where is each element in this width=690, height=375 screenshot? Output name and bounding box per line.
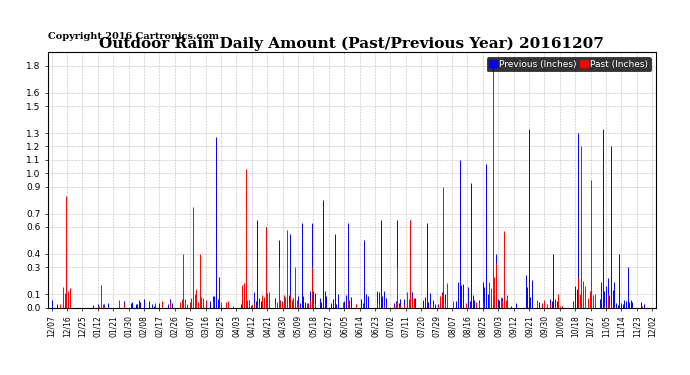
- Text: Copyright 2016 Cartronics.com: Copyright 2016 Cartronics.com: [48, 32, 219, 41]
- Title: Outdoor Rain Daily Amount (Past/Previous Year) 20161207: Outdoor Rain Daily Amount (Past/Previous…: [99, 37, 604, 51]
- Legend: Previous (Inches), Past (Inches): Previous (Inches), Past (Inches): [486, 57, 651, 71]
